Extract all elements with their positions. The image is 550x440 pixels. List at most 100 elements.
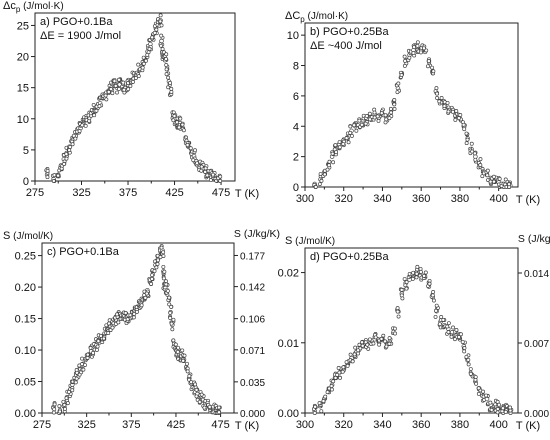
data-point-cluster	[141, 55, 146, 60]
data-point-cluster	[327, 163, 331, 168]
data-point-cluster	[141, 61, 146, 66]
data-point-cluster	[205, 173, 210, 178]
data-point-cluster	[442, 104, 447, 109]
data-point-cluster	[360, 343, 365, 348]
data-point-cluster	[392, 102, 397, 107]
data-point-cluster	[168, 315, 173, 320]
data-point-cluster	[489, 407, 494, 412]
data-point-cluster	[488, 400, 493, 405]
data-point-cluster	[497, 176, 502, 181]
data-point-cluster	[337, 145, 342, 150]
panel-annotation: ΔE = 1900 J/mol	[40, 30, 121, 42]
data-point-cluster	[480, 174, 485, 179]
data-point-cluster	[85, 352, 90, 357]
data-point-cluster	[431, 290, 436, 294]
data-point-cluster	[437, 322, 442, 327]
y-tick-label: 0.02	[278, 268, 299, 280]
data-point-cluster	[337, 140, 342, 144]
data-point-cluster	[469, 141, 474, 146]
right-y-tick-label: 0.035	[240, 378, 265, 389]
data-point-cluster	[399, 72, 404, 77]
plot-frame	[41, 242, 235, 414]
y-tick-label: 0.25	[15, 251, 36, 263]
data-point-cluster	[466, 357, 471, 362]
data-point-cluster	[468, 371, 473, 376]
data-point-cluster	[45, 175, 50, 180]
data-point-cluster	[164, 52, 169, 57]
y-axis-label: S (J/mol/K)	[285, 235, 335, 247]
data-point-cluster	[439, 96, 444, 100]
data-point-cluster	[376, 118, 381, 123]
data-point-cluster	[453, 117, 458, 122]
data-point-cluster	[456, 334, 461, 339]
y-axis-label: Δcp (J/mol·K)	[3, 0, 64, 14]
data-point-cluster	[319, 178, 324, 183]
data-point-cluster	[402, 54, 407, 59]
data-point-cluster	[136, 74, 141, 79]
data-point-cluster	[336, 366, 341, 370]
data-point-cluster	[466, 362, 471, 367]
data-point-cluster	[122, 87, 127, 92]
data-point-cluster	[348, 124, 353, 129]
x-tick-label: 380	[451, 193, 469, 205]
data-point-cluster	[452, 337, 457, 342]
data-point-cluster	[158, 13, 163, 18]
data-point-cluster	[67, 148, 72, 153]
data-point-cluster	[63, 406, 67, 411]
data-point-cluster	[384, 117, 389, 122]
y-tick-label: 2	[293, 152, 299, 164]
x-tick-label: 380	[451, 419, 469, 431]
data-point-cluster	[368, 117, 372, 122]
data-point-cluster	[430, 293, 435, 298]
data-point-cluster	[491, 179, 496, 184]
data-point-cluster	[387, 116, 392, 121]
data-point-cluster	[170, 327, 175, 332]
data-point-cluster	[176, 345, 181, 350]
data-point-cluster	[194, 394, 199, 399]
data-point-cluster	[464, 141, 469, 146]
x-tick-label: 325	[77, 419, 95, 431]
data-point-cluster	[164, 282, 169, 287]
data-point-cluster	[411, 50, 416, 55]
data-point-cluster	[493, 402, 498, 407]
y-tick-label: 0.00	[15, 408, 36, 420]
data-point-cluster	[164, 57, 168, 61]
data-points	[311, 264, 514, 415]
x-tick-label: 275	[26, 187, 44, 199]
data-point-cluster	[159, 23, 164, 28]
data-point-cluster	[177, 125, 182, 130]
data-point-cluster	[472, 151, 477, 156]
panel-a: 275 325 375 425 475 0 5 10 15 20 25 Δcp (J/mol·K) T …	[3, 0, 259, 200]
data-point-cluster	[434, 308, 438, 313]
data-point-cluster	[52, 407, 57, 412]
data-point-cluster	[451, 325, 455, 330]
data-point-cluster	[322, 172, 327, 177]
data-point-cluster	[395, 90, 400, 95]
x-tick-label: 425	[167, 419, 185, 431]
data-point-cluster	[427, 281, 432, 286]
panel-d: 300 320 340 360 380 400 0.00 0.01 0.02 0.000 0.007…	[278, 233, 550, 432]
y-tick-label: 4	[293, 121, 299, 133]
data-point-cluster	[503, 409, 508, 414]
data-point-cluster	[318, 172, 323, 177]
data-point-cluster	[57, 409, 62, 414]
data-point-cluster	[403, 58, 408, 63]
x-tick-label: 475	[211, 419, 229, 431]
data-point-cluster	[330, 151, 335, 156]
data-point-cluster	[218, 179, 223, 183]
data-point-cluster	[402, 277, 407, 281]
panel-annotation: a) PGO+0.1Ba	[40, 16, 113, 28]
data-point-cluster	[419, 50, 423, 55]
data-point-cluster	[132, 312, 137, 316]
data-point-cluster	[473, 157, 478, 162]
data-point-cluster	[143, 295, 148, 300]
y-tick-label: 0.00	[278, 408, 299, 420]
data-point-cluster	[423, 270, 428, 275]
right-y-tick-label: 0.177	[240, 251, 265, 262]
data-point-cluster	[464, 354, 469, 359]
right-y-tick-label: 0.071	[240, 346, 265, 357]
data-point-cluster	[478, 157, 483, 162]
data-point-cluster	[150, 276, 154, 281]
data-point-cluster	[115, 312, 120, 317]
data-point-cluster	[171, 118, 176, 123]
